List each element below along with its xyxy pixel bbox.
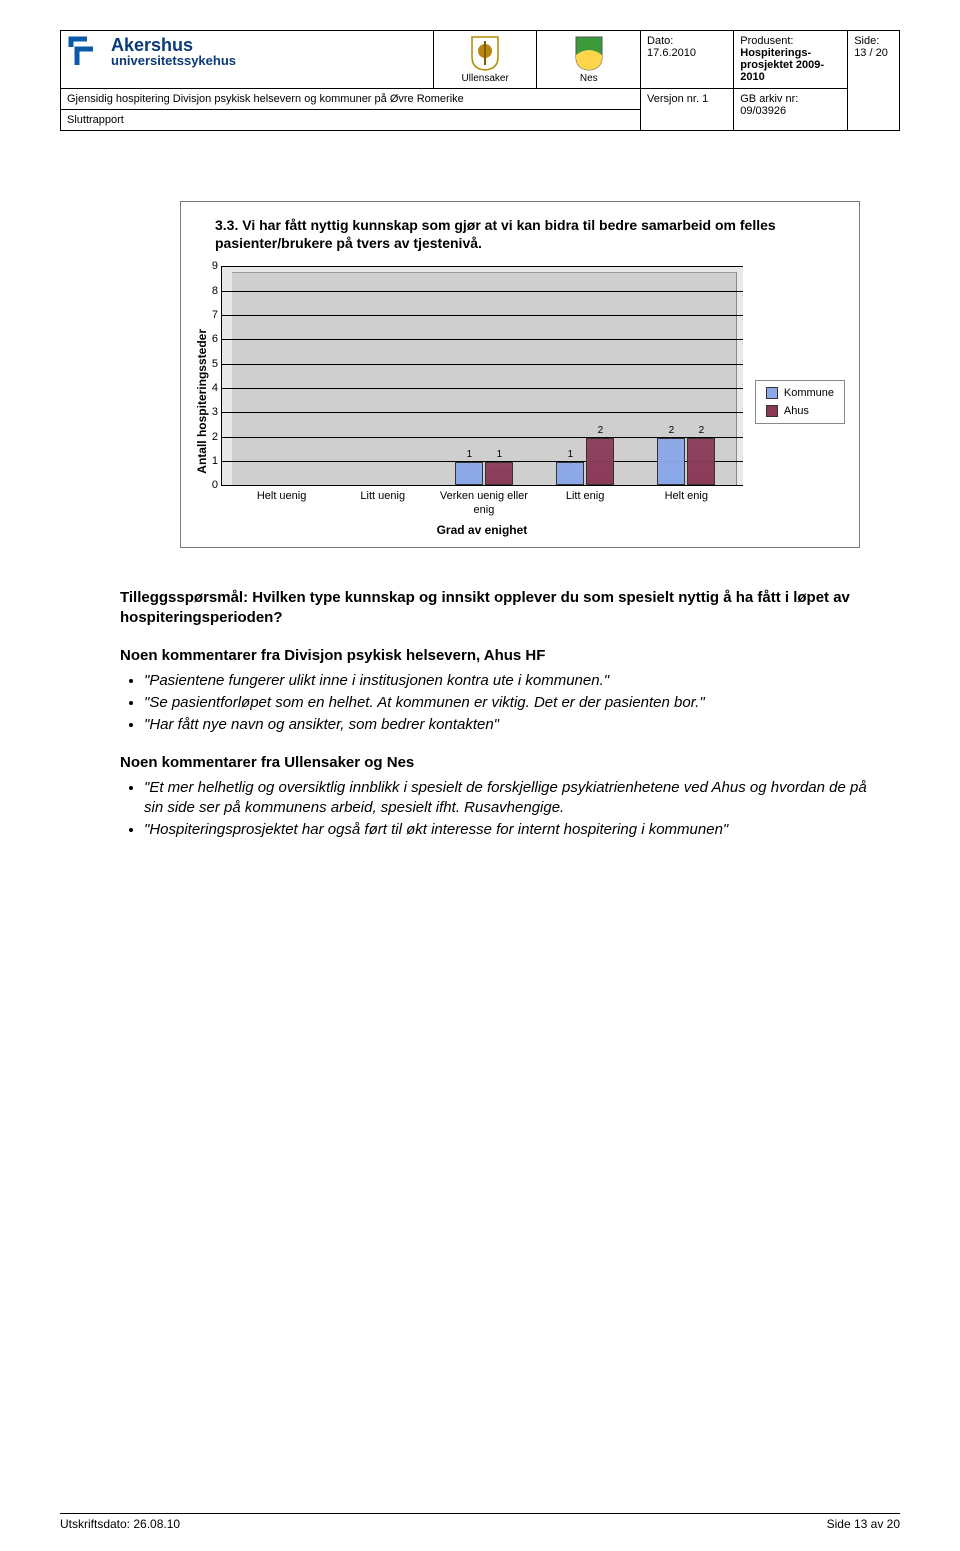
list-item: "Har fått nye navn og ansikter, som bedr… xyxy=(144,715,880,735)
chart-bars-row: 111222 xyxy=(232,272,737,485)
crest-1-cell: Ullensaker xyxy=(433,31,537,89)
print-date: Utskriftsdato: 26.08.10 xyxy=(60,1517,180,1531)
supplementary-question: Tilleggsspørsmål: Hvilken type kunnskap … xyxy=(120,588,880,629)
chart-legend-swatch xyxy=(766,387,778,399)
chart-category xyxy=(232,272,333,485)
header-table: Akershus universitetssykehus Ullensaker xyxy=(60,30,900,131)
ullensaker-crest-icon xyxy=(470,35,500,71)
page-number: Side 13 av 20 xyxy=(827,1517,900,1531)
chart-category: 11 xyxy=(434,272,535,485)
chart-legend: Kommune Ahus xyxy=(755,380,845,424)
chart-bar-value: 1 xyxy=(568,449,574,460)
comments-kommune-head: Noen kommentarer fra Ullensaker og Nes xyxy=(120,753,880,773)
chart-legend-item: Ahus xyxy=(766,405,834,417)
logo-line2: universitetssykehus xyxy=(111,54,236,68)
page: Akershus universitetssykehus Ullensaker xyxy=(0,0,960,1551)
chart-category: 22 xyxy=(636,272,737,485)
logo-cell: Akershus universitetssykehus xyxy=(61,31,434,89)
chart-xtick: Verken uenig eller enig xyxy=(433,486,534,516)
chart-ytick: 9 xyxy=(202,260,218,272)
report-type-cell: Sluttrapport xyxy=(61,110,641,131)
chart-bar-value: 2 xyxy=(669,425,675,436)
chart-ytick: 8 xyxy=(202,285,218,297)
chart-ytick: 4 xyxy=(202,382,218,394)
producer-value: Hospiterings-prosjektet 2009-2010 xyxy=(740,47,841,83)
chart-bar-ahus: 2 xyxy=(586,438,614,485)
chart-bar-kommune: 2 xyxy=(657,438,685,485)
chart-xtick: Litt uenig xyxy=(332,486,433,516)
producer-cell: Produsent: Hospiterings-prosjektet 2009-… xyxy=(734,31,848,89)
chart-ytick: 5 xyxy=(202,358,218,370)
chart-ytick: 2 xyxy=(202,431,218,443)
chart-bar-value: 1 xyxy=(497,449,503,460)
producer-label: Produsent: xyxy=(740,35,841,47)
chart-title: 3.3. Vi har fått nyttig kunnskap som gjø… xyxy=(215,216,845,252)
chart-bar-kommune: 1 xyxy=(556,462,584,486)
chart-bar-value: 1 xyxy=(467,449,473,460)
chart-gridline xyxy=(222,266,743,267)
list-item: "Hospiteringsprosjektet har også ført ti… xyxy=(144,820,880,840)
arkiv-label: GB arkiv nr: xyxy=(740,93,841,105)
chart-bar-kommune: 1 xyxy=(455,462,483,486)
comments-ahus-list: "Pasientene fungerer ulikt inne i instit… xyxy=(120,671,880,736)
chart-bar-value: 2 xyxy=(699,425,705,436)
logo-line1: Akershus xyxy=(111,36,236,54)
chart-xtick: Litt enig xyxy=(535,486,636,516)
chart-legend-item: Kommune xyxy=(766,387,834,399)
body-text: Tilleggsspørsmål: Hvilken type kunnskap … xyxy=(120,588,880,841)
chart-ytick: 1 xyxy=(202,455,218,467)
chart-ytick: 3 xyxy=(202,406,218,418)
chart-xtick: Helt enig xyxy=(636,486,737,516)
chart-legend-swatch xyxy=(766,405,778,417)
chart-bar-ahus: 2 xyxy=(687,438,715,485)
side-label: Side: xyxy=(854,35,893,47)
page-footer: Utskriftsdato: 26.08.10 Side 13 av 20 xyxy=(60,1513,900,1531)
version-cell: Versjon nr. 1 xyxy=(641,89,734,131)
side-cell: Side: 13 / 20 xyxy=(848,31,900,131)
list-item: "Se pasientforløpet som en helhet. At ko… xyxy=(144,693,880,713)
chart-ylabel: Antall hospiteringssteder xyxy=(195,329,209,474)
nes-crest-icon xyxy=(574,35,604,71)
chart-bar-ahus: 1 xyxy=(485,462,513,486)
crest-1-label: Ullensaker xyxy=(462,73,509,84)
arkiv-cell: GB arkiv nr: 09/03926 xyxy=(734,89,848,131)
chart-xticks: Helt uenigLitt uenigVerken uenig eller e… xyxy=(231,486,737,516)
arkiv-value: 09/03926 xyxy=(740,105,841,117)
list-item: "Et mer helhetlig og oversiktlig innblik… xyxy=(144,778,880,819)
crest-2-label: Nes xyxy=(580,73,598,84)
date-label: Dato: xyxy=(647,35,727,47)
comments-kommune-list: "Et mer helhetlig og oversiktlig innblik… xyxy=(120,778,880,841)
chart-xtick: Helt uenig xyxy=(231,486,332,516)
chart-ytick: 6 xyxy=(202,333,218,345)
crest-2-cell: Nes xyxy=(537,31,641,89)
chart-ytick: 0 xyxy=(202,479,218,491)
date-cell: Dato: 17.6.2010 xyxy=(641,31,734,89)
chart-legend-label: Kommune xyxy=(784,387,834,399)
hospital-logo-icon xyxy=(67,35,103,69)
chart-category xyxy=(333,272,434,485)
chart-box: 3.3. Vi har fått nyttig kunnskap som gjø… xyxy=(180,201,860,548)
chart-ytick: 7 xyxy=(202,309,218,321)
chart-legend-label: Ahus xyxy=(784,405,809,417)
side-value: 13 / 20 xyxy=(854,47,893,59)
chart-category: 12 xyxy=(535,272,636,485)
date-value: 17.6.2010 xyxy=(647,47,727,59)
chart-bar-value: 2 xyxy=(598,425,604,436)
comments-ahus-head: Noen kommentarer fra Divisjon psykisk he… xyxy=(120,646,880,666)
project-title-cell: Gjensidig hospitering Divisjon psykisk h… xyxy=(61,89,641,110)
chart-xlabel: Grad av enighet xyxy=(221,523,743,537)
chart-plot: 0123456789111222 xyxy=(221,266,743,486)
list-item: "Pasientene fungerer ulikt inne i instit… xyxy=(144,671,880,691)
